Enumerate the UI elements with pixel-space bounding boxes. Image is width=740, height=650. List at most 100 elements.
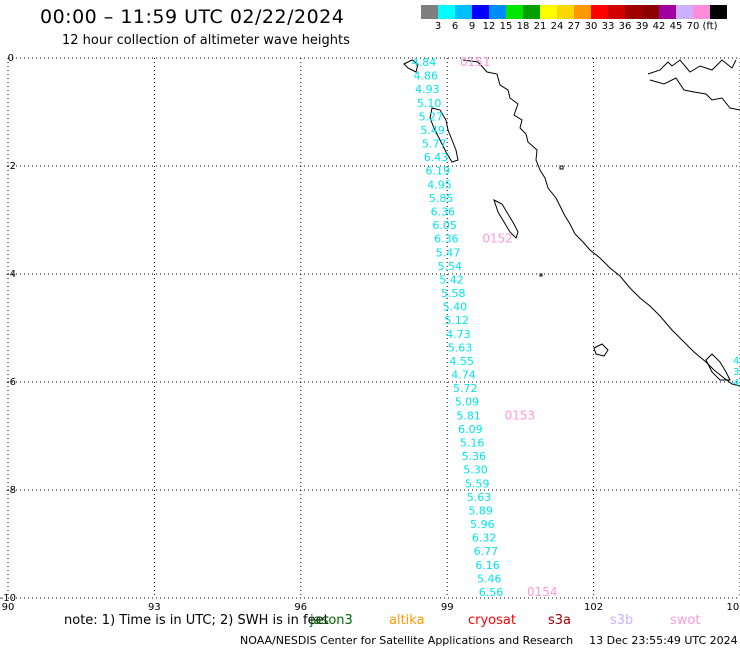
wave-height-label: 5.42 [439, 273, 464, 286]
small-island-b [539, 273, 543, 277]
legend-label: 33 [601, 21, 615, 32]
legend-label: 30 [584, 21, 598, 32]
map-title: 00:00 – 11:59 UTC 02/22/2024 [40, 6, 345, 28]
footer: NOAA/NESDIS Center for Satellite Applica… [240, 634, 738, 647]
latitude-tick-label: -4 [6, 269, 16, 280]
longitude-tick-label: 105 [726, 602, 740, 610]
altimeter-map: 0-2-4-6-8-1090939699102105 4.844.864.935… [0, 53, 740, 610]
pass-time-label: 0154 [527, 585, 558, 599]
sumatra-coastline [462, 59, 740, 387]
wave-height-label: 6.36 [431, 205, 456, 218]
altimeter-track: 4.844.864.935.105.275.495.776.436.194.95… [412, 55, 740, 599]
legend-swatch [472, 5, 489, 19]
longitude-tick-label: 93 [148, 602, 161, 610]
legend-swatch [693, 5, 710, 19]
wave-height-label: 5.36 [462, 450, 487, 463]
legend-label: 27 [567, 21, 581, 32]
legend-swatch [676, 5, 693, 19]
wave-height-label: 5.47 [436, 246, 461, 259]
legend-label: 70 [686, 21, 700, 32]
legend-label: 12 [482, 21, 496, 32]
edge-wave-height-label: 3 [733, 367, 739, 378]
legend-label: 9 [468, 21, 476, 32]
wave-height-label: 5.30 [463, 464, 488, 477]
legend-swatch [591, 5, 608, 19]
wave-height-label: 6.05 [432, 219, 457, 232]
wave-height-label: 5.49 [420, 124, 445, 137]
wave-height-label: 6.36 [434, 233, 459, 246]
legend-label: (ft) [702, 21, 718, 32]
latitude-tick-label: -8 [6, 485, 16, 496]
pass-time-label: 0151 [460, 55, 491, 69]
latitude-tick-label: -2 [6, 161, 16, 172]
longitude-tick-label: 96 [294, 602, 307, 610]
wave-height-label: 5.54 [438, 260, 463, 273]
longitude-tick-label: 102 [584, 602, 603, 610]
legend-label: 39 [635, 21, 649, 32]
legend-label: 21 [533, 21, 547, 32]
edge-wave-height-label: 4 [733, 378, 739, 389]
satellite-name: jason3 [310, 613, 353, 628]
malay-coastline [647, 59, 740, 111]
legend-swatch [659, 5, 676, 19]
legend-label: 24 [550, 21, 564, 32]
wave-height-label: 5.63 [467, 491, 492, 504]
simeulue-island [403, 59, 419, 73]
wave-height-label: 6.09 [458, 423, 483, 436]
legend-label: 42 [652, 21, 666, 32]
wave-height-label: 4.55 [450, 355, 475, 368]
wave-height-label: 4.84 [412, 56, 437, 69]
latitude-tick-label: -10 [0, 593, 16, 604]
legend-label: 6 [451, 21, 459, 32]
wave-height-label: 4.86 [413, 70, 438, 83]
wave-height-label: 5.16 [460, 437, 485, 450]
pass-time-label: 0153 [505, 408, 536, 422]
wave-height-label: 5.40 [443, 301, 468, 314]
legend-swatch [710, 5, 727, 19]
wave-height-label: 5.72 [453, 382, 478, 395]
legend-swatch [455, 5, 472, 19]
wave-height-label: 5.81 [456, 409, 481, 422]
pass-time-label: 0152 [482, 232, 513, 246]
legend-label: 3 [434, 21, 442, 32]
wave-height-label: 6.19 [425, 165, 450, 178]
coastline [403, 59, 740, 387]
wave-height-label: 6.56 [479, 586, 504, 599]
legend-label: 18 [516, 21, 530, 32]
edge-wave-height-label: 4.8 [733, 356, 740, 367]
wave-height-label: 5.10 [417, 97, 442, 110]
wave-height-label: 5.63 [448, 341, 473, 354]
wave-height-label: 5.89 [468, 504, 493, 517]
wave-height-label: 5.58 [441, 287, 466, 300]
longitude-tick-label: 99 [441, 602, 454, 610]
small-island-a [559, 165, 564, 170]
wave-height-label: 6.43 [424, 151, 449, 164]
footnote: note: 1) Time is in UTC; 2) SWH is in fe… [64, 613, 329, 628]
sunda-coastline [705, 353, 731, 381]
legend-swatch [421, 5, 438, 19]
longitude-tick-label: 90 [2, 602, 15, 610]
wave-height-label: 5.46 [477, 572, 502, 585]
wave-height-label: 4.73 [446, 328, 471, 341]
legend-swatch [625, 5, 642, 19]
wave-height-label: 6.32 [472, 532, 497, 545]
legend-swatch [438, 5, 455, 19]
satellite-name: s3b [610, 613, 634, 628]
wave-height-label: 4.74 [451, 369, 476, 382]
wave-height-label: 6.16 [475, 559, 500, 572]
latitude-tick-label: -6 [6, 377, 16, 388]
wave-height-label: 5.09 [455, 396, 480, 409]
wave-height-label: 4.93 [415, 83, 440, 96]
wave-height-label: 5.96 [470, 518, 495, 531]
satellite-name: s3a [548, 613, 572, 628]
wave-height-label: 4.95 [427, 178, 452, 191]
legend-swatch [489, 5, 506, 19]
generated-timestamp: 13 Dec 23:55:49 UTC 2024 [589, 634, 738, 647]
siberut-island [493, 199, 519, 239]
satellite-name: swot [670, 613, 701, 628]
map-subtitle: 12 hour collection of altimeter wave hei… [62, 33, 350, 48]
satellite-name: altika [389, 613, 425, 628]
wave-height-label: 5.77 [422, 138, 447, 151]
legend-swatch [642, 5, 659, 19]
legend-label: 45 [669, 21, 683, 32]
